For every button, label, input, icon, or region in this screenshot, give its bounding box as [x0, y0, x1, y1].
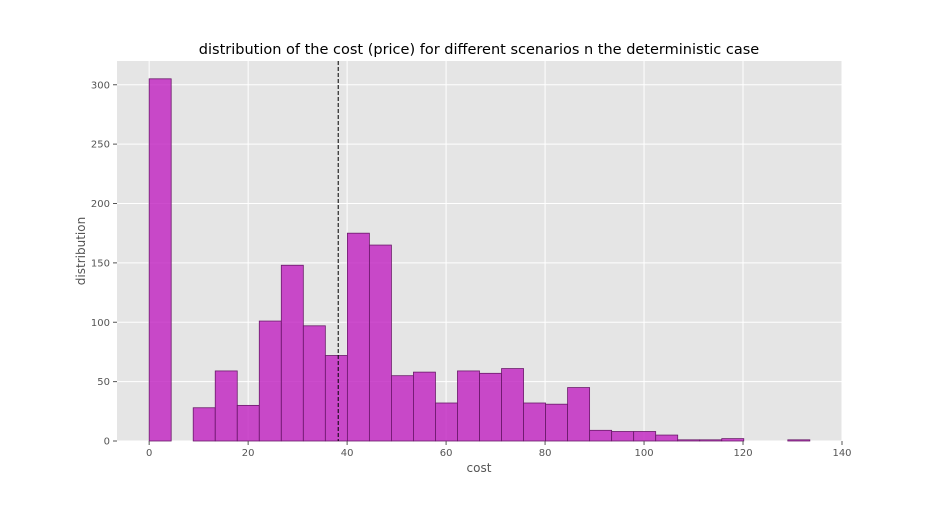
y-tick-label: 50 [97, 377, 110, 388]
histogram-bar [346, 232, 370, 442]
y-tick-label: 300 [91, 80, 110, 91]
histogram-bar [457, 370, 480, 442]
histogram-bar [787, 439, 811, 442]
histogram-bar [589, 429, 613, 442]
histogram-bar [479, 372, 502, 442]
histogram-bar [699, 439, 723, 442]
y-axis-ticks: 0 50 100 150 200 250 300 [91, 80, 117, 448]
x-tick-label: 40 [341, 448, 354, 459]
histogram-bar [633, 431, 657, 442]
y-tick-label: 200 [91, 199, 110, 210]
histogram-bar [435, 402, 458, 442]
histogram-bars [148, 78, 811, 442]
x-tick-label: 60 [440, 448, 453, 459]
histogram-bar [280, 264, 304, 442]
histogram-bar [391, 375, 414, 442]
histogram-bar [721, 438, 745, 442]
histogram-bar [655, 434, 679, 442]
x-tick-label: 0 [146, 448, 152, 459]
histogram-bar [611, 431, 635, 442]
histogram-bar [148, 78, 172, 442]
y-tick-label: 250 [91, 140, 110, 151]
y-tick-label: 0 [104, 437, 110, 448]
histogram-bar [677, 439, 701, 442]
histogram-bar [545, 403, 568, 442]
x-tick-label: 140 [832, 448, 851, 459]
histogram-bar [368, 244, 392, 442]
histogram-bar [567, 387, 591, 442]
histogram-bar [258, 320, 282, 442]
y-tick-label: 150 [91, 258, 110, 269]
histogram-bar [324, 355, 348, 442]
x-tick-label: 100 [635, 448, 654, 459]
y-tick-label: 100 [91, 318, 110, 329]
chart-title: distribution of the cost (price) for dif… [199, 42, 759, 58]
x-axis-label: cost [467, 461, 492, 475]
histogram-bar [501, 368, 524, 442]
histogram-bar [214, 370, 238, 442]
histogram-bar [192, 407, 216, 442]
y-axis-label: distribution [74, 217, 88, 285]
histogram-bar [302, 325, 326, 442]
histogram-bar [523, 402, 546, 442]
histogram-bar [236, 404, 260, 442]
x-axis-ticks: 0 20 40 60 80 100 120 140 [146, 441, 852, 459]
x-tick-label: 20 [242, 448, 255, 459]
x-tick-label: 80 [539, 448, 552, 459]
x-tick-label: 120 [733, 448, 752, 459]
histogram-bar [413, 371, 436, 442]
